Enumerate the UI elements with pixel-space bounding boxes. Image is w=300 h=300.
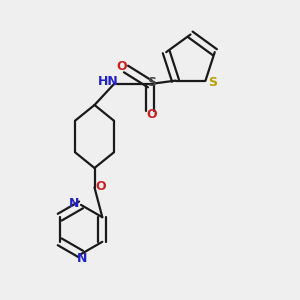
Text: O: O bbox=[146, 108, 157, 121]
Text: N: N bbox=[69, 197, 80, 210]
Text: O: O bbox=[116, 60, 127, 73]
Text: O: O bbox=[96, 179, 106, 193]
Text: S: S bbox=[208, 76, 217, 88]
Text: N: N bbox=[77, 252, 88, 265]
Text: S: S bbox=[147, 76, 156, 89]
Text: HN: HN bbox=[98, 75, 119, 88]
